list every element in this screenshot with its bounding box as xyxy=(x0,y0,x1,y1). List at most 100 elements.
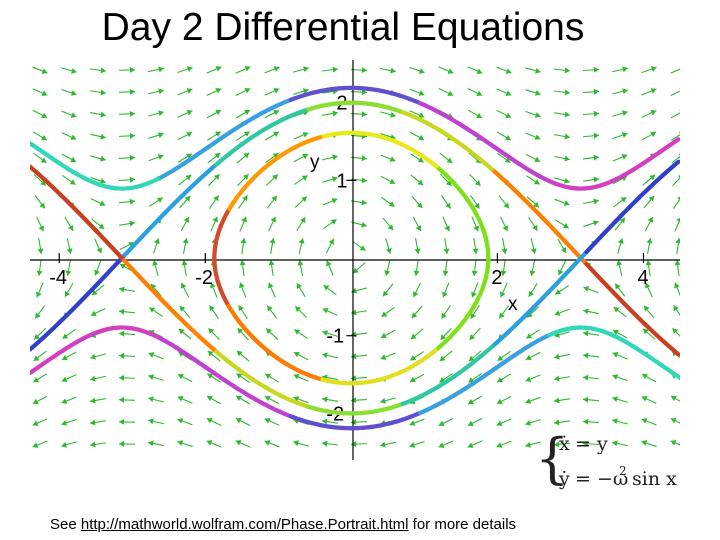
field-arrow xyxy=(293,396,309,404)
field-arrow xyxy=(148,440,164,447)
field-arrow xyxy=(583,220,599,228)
field-arrow xyxy=(350,353,368,360)
field-arrow xyxy=(410,174,424,186)
field-arrow xyxy=(467,395,483,405)
field-arrow xyxy=(118,110,136,117)
field-arrow xyxy=(326,260,334,276)
field-arrow xyxy=(554,198,570,206)
field-arrow xyxy=(65,260,72,276)
field-arrow xyxy=(496,373,512,383)
field-arrow xyxy=(525,132,541,140)
field-arrow xyxy=(235,87,251,97)
field-arrow xyxy=(384,260,391,276)
field-arrow xyxy=(612,329,628,339)
field-arrow xyxy=(616,260,623,276)
field-arrow xyxy=(90,198,106,206)
field-arrow xyxy=(670,440,680,446)
field-arrow xyxy=(265,152,279,164)
field-arrow xyxy=(321,440,339,447)
field-arrow xyxy=(149,307,163,317)
field-arrow xyxy=(90,441,106,448)
field-arrow xyxy=(582,88,600,95)
field-arrow xyxy=(61,153,77,163)
field-arrow xyxy=(470,305,480,319)
x-tick-label: -2 xyxy=(195,267,213,289)
field-arrow xyxy=(412,216,422,232)
field-arrow xyxy=(293,153,309,163)
field-arrow xyxy=(33,328,47,340)
field-arrow xyxy=(442,259,449,277)
field-arrow xyxy=(181,260,188,276)
field-arrow xyxy=(553,419,571,426)
trajectory-running-lower xyxy=(674,373,680,379)
field-arrow xyxy=(554,353,570,360)
field-arrow xyxy=(496,109,512,119)
field-arrow xyxy=(642,328,656,340)
field-arrow xyxy=(641,396,657,404)
field-arrow xyxy=(61,418,77,426)
field-arrow xyxy=(206,88,222,96)
field-arrow xyxy=(61,132,77,140)
field-arrow xyxy=(496,66,512,74)
field-arrow xyxy=(439,152,453,164)
field-arrow xyxy=(409,418,425,426)
field-arrow xyxy=(294,306,308,318)
field-arrow xyxy=(293,88,309,95)
field-arrow xyxy=(322,330,338,337)
equation-2-exponent: 2 xyxy=(619,464,627,478)
field-arrow xyxy=(323,218,337,230)
field-arrow xyxy=(528,282,538,298)
field-arrow xyxy=(269,238,276,254)
field-arrow xyxy=(264,373,280,383)
field-arrow xyxy=(177,373,193,383)
field-arrow xyxy=(209,305,219,319)
field-arrow xyxy=(206,109,222,119)
field-arrow xyxy=(558,260,566,276)
field-arrow xyxy=(264,395,280,405)
field-arrow xyxy=(325,238,335,254)
field-arrow xyxy=(32,88,48,96)
field-arrow xyxy=(498,195,510,209)
field-arrow xyxy=(646,238,653,254)
trajectory-running-upper xyxy=(674,137,680,143)
field-arrow xyxy=(32,418,48,426)
field-arrow xyxy=(323,284,337,296)
field-arrow xyxy=(554,133,570,140)
field-arrow xyxy=(582,418,600,425)
field-arrow xyxy=(582,352,600,359)
field-arrow xyxy=(525,351,541,361)
field-arrow xyxy=(236,373,250,383)
field-arrow xyxy=(294,175,308,185)
field-arrow xyxy=(497,350,511,362)
field-arrow xyxy=(612,110,628,117)
y-axis-label: y xyxy=(310,152,320,173)
field-arrow xyxy=(148,66,164,73)
field-arrow xyxy=(32,131,48,141)
field-arrow xyxy=(414,238,421,254)
field-arrow xyxy=(496,88,512,96)
field-arrow xyxy=(177,110,193,118)
field-arrow xyxy=(380,397,396,404)
field-arrow xyxy=(409,373,425,383)
field-arrow xyxy=(411,195,423,209)
field-arrow xyxy=(526,329,540,339)
equation-2-lhs: ẏ xyxy=(558,468,570,490)
field-arrow xyxy=(526,196,540,208)
field-arrow xyxy=(554,375,570,382)
field-arrow xyxy=(612,154,628,162)
field-arrow xyxy=(472,238,479,254)
field-arrow xyxy=(239,282,247,298)
field-arrow xyxy=(350,67,368,74)
field-arrow xyxy=(582,66,600,73)
mathworld-link[interactable]: http://mathworld.wolfram.com/Phase.Portr… xyxy=(80,516,409,533)
field-arrow xyxy=(210,282,218,298)
field-arrow xyxy=(206,395,222,405)
field-arrow xyxy=(32,66,48,74)
field-arrow xyxy=(235,395,251,405)
field-arrow xyxy=(33,350,47,362)
field-arrow xyxy=(642,174,656,186)
field-arrow xyxy=(264,66,280,74)
field-arrow xyxy=(380,154,396,162)
field-arrow xyxy=(530,238,537,254)
field-arrow xyxy=(90,307,106,317)
